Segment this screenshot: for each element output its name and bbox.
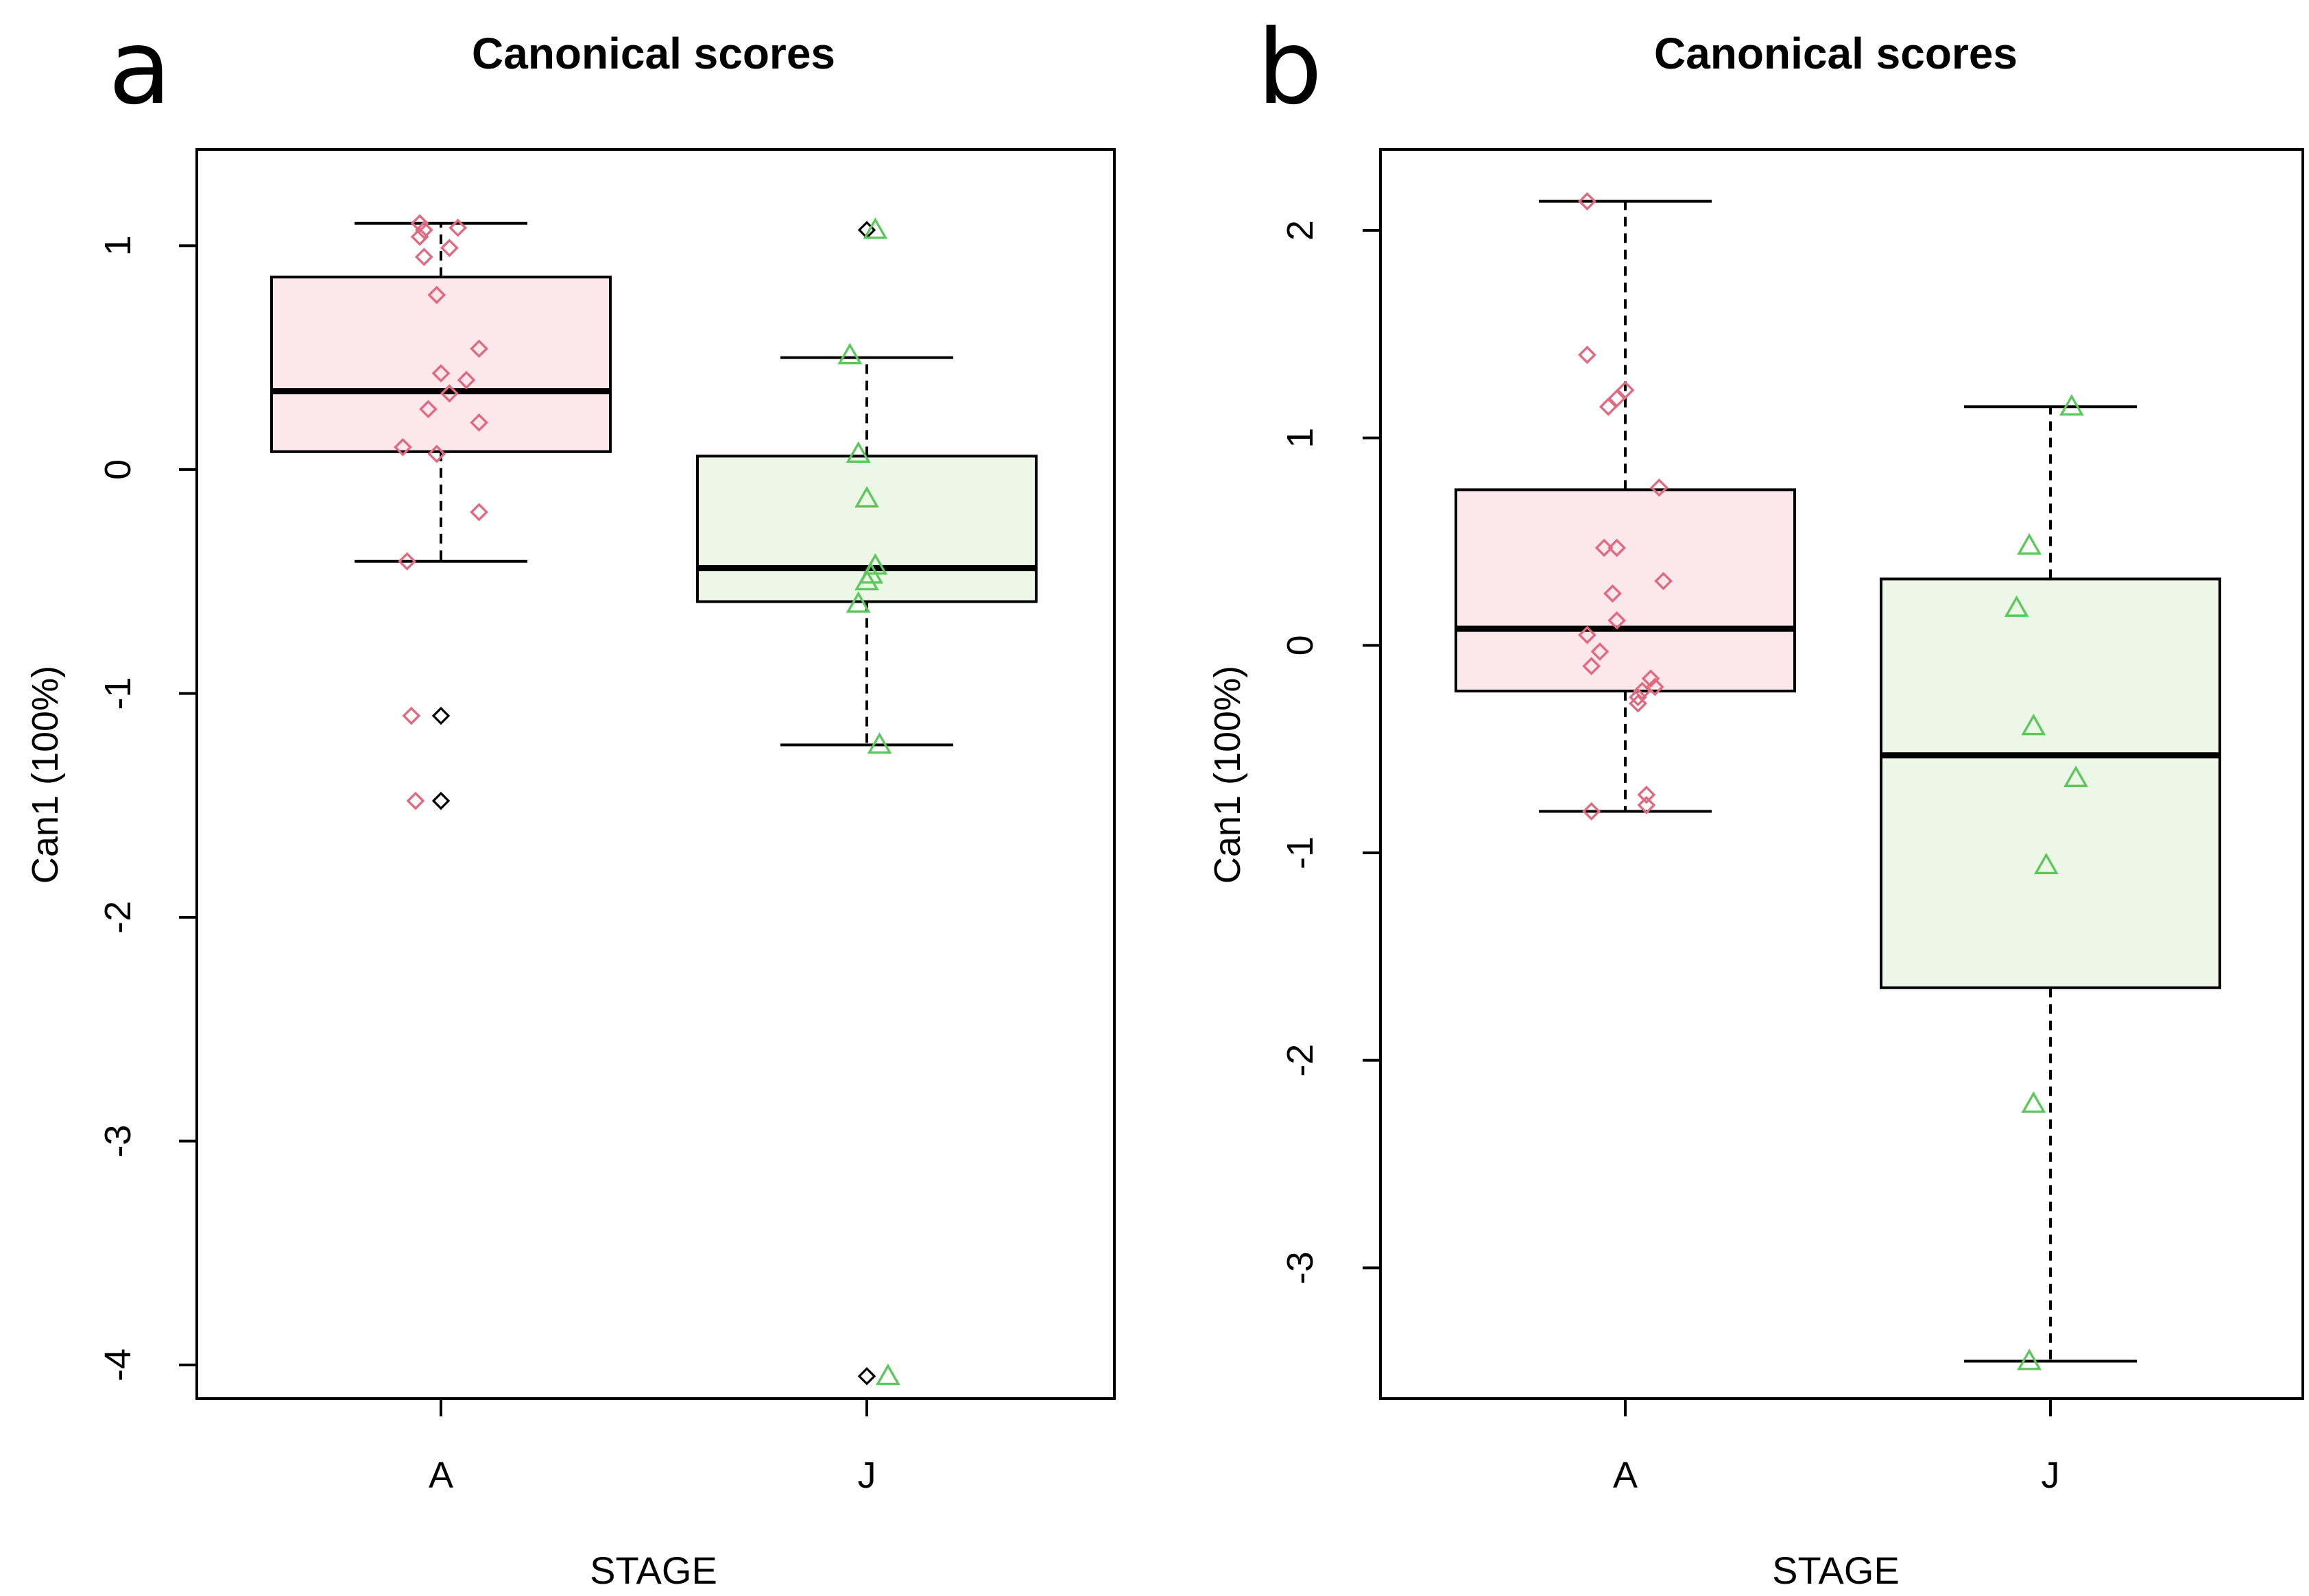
data-point [398,552,417,571]
data-point [470,503,488,522]
data-point [394,437,412,457]
outlier-point [431,791,451,810]
data-point [863,217,888,239]
y-tick-label: -1 [97,677,139,710]
data-point [867,732,892,754]
outlier-point [857,1367,876,1386]
data-point [2021,713,2046,736]
data-point [1645,677,1664,697]
data-point [2017,1349,2042,1370]
data-point [837,342,863,365]
data-point [846,591,871,613]
data-point [457,370,476,389]
data-point [406,791,425,810]
box-J [1880,405,2221,1363]
data-point [2021,1091,2046,1113]
y-axis-label: Can1 (100%) [25,666,66,884]
panel-b: b Canonical scores 2 1 0 -1 -2 -3 A J STAGE Can1 (1… [1207,8,2304,1592]
data-point [1578,346,1596,365]
data-point [1578,625,1596,644]
data-point [1582,802,1601,821]
data-point [2004,595,2029,617]
data-point [1637,785,1656,804]
data-point [1590,642,1610,661]
data-point [410,214,429,233]
y-tick-label: -4 [97,1349,139,1381]
data-point [1578,192,1596,211]
panel-a: a Canonical scores 1 0 -1 -2 -3 -4 A J STAGE Can1 (… [25,8,1116,1592]
data-point [448,218,468,237]
box-body [696,455,1038,603]
x-axis-label: STAGE [590,1549,717,1592]
box-body [1455,488,1796,692]
data-point [1599,397,1618,416]
data-point [1629,688,1647,707]
y-tick-label: -1 [1280,836,1321,869]
data-point [440,384,459,403]
data-point [1607,538,1627,557]
panel-letter: b [1257,8,1322,128]
data-point [875,1363,900,1386]
data-point [414,221,433,239]
data-point [1649,478,1668,497]
y-tick-label: 0 [97,459,139,480]
y-tick-label: 1 [97,235,139,256]
x-tick-label: A [429,1455,453,1496]
data-point [846,441,871,463]
x-tick-label: J [858,1455,876,1496]
data-point [402,706,421,725]
data-point [2063,765,2088,788]
data-point [470,413,488,432]
y-tick-label: -3 [97,1124,139,1157]
box-A [1455,200,1796,813]
plot-frame [1379,148,2304,1400]
data-point [1641,669,1660,688]
data-point [854,485,879,508]
data-point [1582,657,1601,676]
y-axis-label: Can1 (100%) [1207,666,1248,884]
data-point [410,227,429,246]
data-point [427,285,446,304]
y-tick-label: 0 [1280,635,1321,655]
data-point [1654,572,1673,590]
data-point [2017,533,2042,555]
data-point [1616,380,1635,400]
y-tick-label: 2 [1280,220,1321,241]
panel-letter: a [108,8,171,128]
y-tick-label: -2 [1280,1044,1321,1077]
data-point [1603,584,1622,603]
box-body [1880,577,2221,989]
data-point [2059,394,2084,416]
data-point [1629,694,1647,713]
data-point [427,444,446,463]
data-point [419,400,438,419]
data-point [2033,852,2059,875]
x-tick-label: J [2042,1455,2060,1496]
data-point [440,239,459,258]
data-point [414,247,433,267]
data-point [1594,538,1614,557]
data-point [1607,611,1627,630]
y-tick-label: 1 [1280,428,1321,448]
chart-title: Canonical scores [1654,29,2018,78]
y-tick-label: -2 [97,901,139,934]
data-point [431,364,451,383]
data-point [1637,795,1656,814]
y-tick-label: -3 [1280,1251,1321,1284]
data-point [854,568,879,591]
chart-title: Canonical scores [472,29,835,78]
data-point [1607,389,1627,408]
x-axis-label: STAGE [1772,1549,1900,1592]
plot-frame [195,148,1116,1400]
outlier-point [431,706,451,725]
x-tick-label: A [1613,1455,1638,1496]
data-point [470,339,488,359]
